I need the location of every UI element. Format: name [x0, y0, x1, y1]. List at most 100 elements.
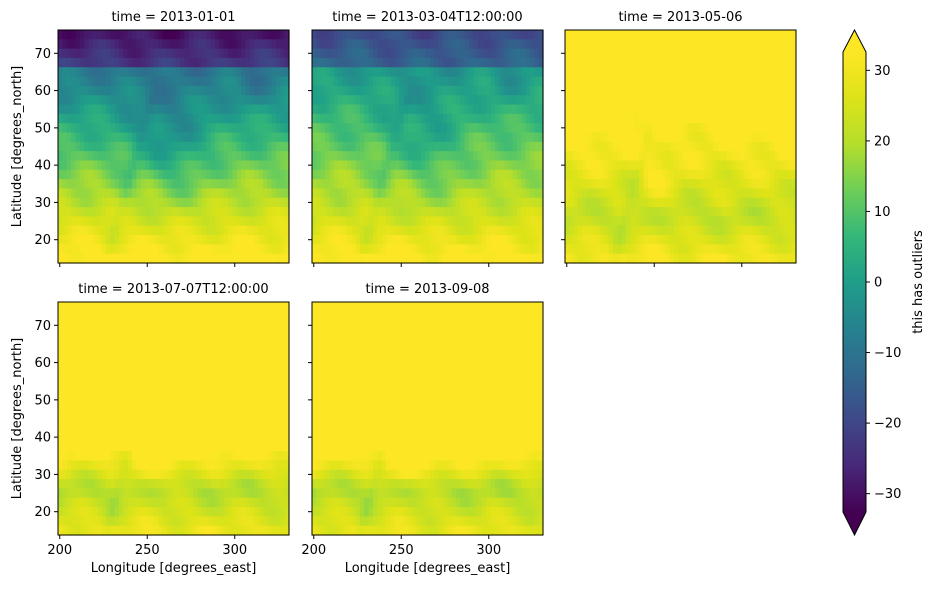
heatmap-cell [403, 57, 409, 68]
heatmap-cell [79, 216, 85, 227]
heatmap-cell [538, 197, 544, 208]
heatmap-cell [338, 104, 344, 115]
heatmap-cell [364, 85, 370, 96]
heatmap-cell [84, 48, 90, 59]
heatmap-cell [377, 197, 383, 208]
heatmap-cell [227, 395, 233, 406]
heatmap-cell [473, 123, 479, 134]
heatmap-cell [721, 216, 727, 227]
heatmap-cell [180, 302, 185, 312]
heatmap-cell [355, 67, 361, 78]
heatmap-cell [612, 253, 618, 264]
heatmap-cell [425, 67, 431, 78]
heatmap-cell [249, 188, 255, 199]
heatmap-cell [180, 48, 185, 59]
heatmap-cell [390, 179, 396, 190]
heatmap-cell [604, 216, 610, 227]
heatmap-cell [75, 132, 81, 143]
heatmap-cell [442, 39, 448, 50]
heatmap-cell [171, 395, 177, 406]
heatmap-cell [477, 169, 483, 180]
heatmap-cell [748, 207, 754, 217]
heatmap-cell [420, 169, 426, 180]
heatmap-cell [312, 30, 317, 40]
heatmap-cell [206, 67, 212, 78]
heatmap-cell [656, 179, 662, 190]
heatmap-cell [652, 30, 658, 40]
heatmap-cell [175, 179, 181, 190]
heatmap-cell [534, 76, 540, 87]
heatmap-cell [284, 413, 290, 424]
heatmap-cell [280, 216, 286, 227]
heatmap-cell [464, 197, 470, 208]
y-tick-label: 30 [34, 196, 51, 211]
heatmap-cell [639, 76, 645, 87]
heatmap-cell [132, 67, 138, 78]
heatmap-cell [508, 132, 514, 143]
heatmap-cell [166, 85, 172, 96]
heatmap-cell [188, 311, 194, 322]
heatmap-cell [166, 179, 172, 190]
heatmap-cell [97, 151, 103, 162]
heatmap-cell [573, 235, 579, 245]
heatmap-cell [145, 451, 151, 462]
heatmap-cell [407, 216, 413, 227]
heatmap-cell [136, 160, 142, 171]
heatmap-cell [652, 169, 658, 180]
heatmap-cell [114, 302, 120, 312]
heatmap-cell [434, 197, 439, 208]
heatmap-cell [721, 132, 727, 143]
heatmap-cell [386, 169, 392, 180]
heatmap-cell [110, 95, 116, 106]
heatmap-cell [756, 188, 762, 199]
heatmap-cell [262, 320, 268, 331]
heatmap-cell [188, 404, 194, 415]
heatmap-cell [359, 253, 365, 264]
heatmap-cell [612, 113, 618, 124]
heatmap-cell [193, 302, 199, 312]
heatmap-cell [114, 357, 120, 368]
heatmap-cell [464, 235, 470, 245]
heatmap-cell [249, 413, 255, 424]
heatmap-cell [166, 30, 172, 40]
heatmap-cell [669, 76, 675, 87]
heatmap-cell [153, 253, 159, 264]
heatmap-cell [171, 348, 177, 359]
heatmap-cell [132, 348, 138, 359]
heatmap-cell [438, 151, 444, 162]
heatmap-cell [71, 376, 77, 387]
heatmap-cell [145, 151, 151, 162]
heatmap-cell [634, 141, 640, 152]
heatmap-cell [127, 30, 133, 40]
heatmap-cell [66, 48, 72, 59]
heatmap-cell [739, 30, 745, 40]
heatmap-cell [254, 76, 260, 87]
heatmap-cell [495, 160, 501, 171]
heatmap-cell [97, 39, 103, 50]
heatmap-cell [512, 207, 518, 217]
heatmap-cell [639, 244, 645, 255]
heatmap-cell [88, 311, 94, 322]
heatmap-cell [769, 216, 775, 227]
heatmap-cell [364, 188, 370, 199]
heatmap-cell [249, 76, 255, 87]
heatmap-cell [573, 76, 579, 87]
heatmap-cell [275, 244, 281, 255]
heatmap-cell [748, 169, 754, 180]
heatmap-cell [249, 235, 255, 245]
heatmap-cell [166, 132, 172, 143]
heatmap-cell [206, 85, 212, 96]
heatmap-cell [180, 197, 185, 208]
heatmap-cell [721, 253, 727, 264]
heatmap-cell [325, 188, 331, 199]
heatmap-cell [774, 113, 780, 124]
heatmap-cell [206, 329, 212, 340]
heatmap-cell [634, 123, 640, 134]
heatmap-cell [455, 225, 461, 236]
heatmap-cell [227, 141, 233, 152]
heatmap-cell [145, 404, 151, 415]
heatmap-cell [464, 30, 470, 40]
heatmap-cell [166, 357, 172, 368]
heatmap-cell [691, 30, 697, 40]
heatmap-cell [656, 48, 662, 59]
